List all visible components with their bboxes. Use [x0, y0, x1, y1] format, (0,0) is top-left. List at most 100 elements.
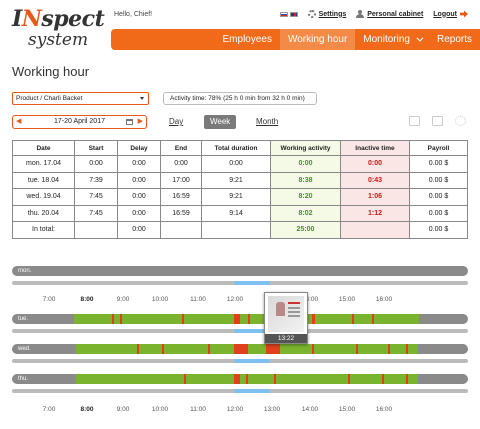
inactive-segment — [112, 314, 114, 324]
col-inactive-time: Inactive time — [340, 140, 410, 156]
timeline-scrub-wed[interactable] — [12, 359, 468, 363]
table-header-row: Date Start Delay End Total duration Work… — [12, 140, 468, 156]
uk-flag-icon[interactable] — [289, 11, 298, 17]
russian-flag-icon[interactable] — [279, 11, 288, 17]
tick-label: 7:00 — [42, 406, 56, 413]
inactive-segment — [312, 344, 314, 354]
selection-highlight — [234, 329, 270, 333]
view-month-tab[interactable]: Month — [256, 117, 279, 126]
tick-label: 14:00 — [301, 406, 319, 413]
nav-reports[interactable]: Reports — [436, 34, 472, 45]
tick-label: 14:00 — [301, 296, 319, 303]
tick-label: 15:00 — [338, 406, 356, 413]
timeline-scrub-tue[interactable] — [12, 329, 468, 333]
timeline-bar-thu[interactable]: thu. — [12, 374, 468, 384]
tick-label: 11:00 — [190, 406, 206, 413]
settings-link[interactable]: Settings — [307, 10, 346, 18]
top-links: Settings Personal cabinet Logout — [279, 10, 468, 18]
cell-payroll: 0.00 $ — [409, 204, 468, 222]
inactive-segment — [184, 374, 186, 384]
monitor-icon[interactable] — [432, 116, 443, 126]
col-end: End — [160, 140, 202, 156]
inactive-segment — [120, 314, 122, 324]
timeline-day-label: thu. — [18, 376, 29, 382]
screenshot-time: 13:22 — [265, 334, 307, 343]
cell-activity: 8:20 — [270, 188, 341, 206]
prev-week-arrow-icon[interactable]: ◀ — [16, 118, 22, 125]
date-range-picker[interactable]: ◀ 17-20 April 2017 ▶ — [12, 115, 147, 129]
inactive-segment — [248, 314, 250, 324]
table-row[interactable]: thu. 20.04 7:45 0:00 16:59 9:14 8:02 1:1… — [12, 204, 468, 222]
cell-total-activity: 25:00 — [270, 221, 341, 239]
next-week-arrow-icon[interactable]: ▶ — [137, 118, 143, 125]
tick-label: 16:00 — [375, 406, 393, 413]
tick-label: 15:00 — [338, 296, 356, 303]
nav-working-hour[interactable]: Working hour — [279, 29, 356, 50]
tick-label: 10:00 — [151, 296, 169, 303]
inactive-segment — [406, 344, 408, 354]
page-title: Working hour — [12, 64, 90, 79]
timeline-bar-wed[interactable]: wed. — [12, 344, 468, 354]
cell-total-label: In total: — [12, 221, 75, 239]
col-start: Start — [74, 140, 118, 156]
product-select[interactable]: Product / Charli Backet — [12, 92, 149, 105]
table-row[interactable]: mon. 17.04 0:00 0:00 0:00 0:00 0:00 0:00… — [12, 155, 468, 173]
logo-subtitle: system — [28, 30, 89, 50]
screenshots-icon[interactable] — [409, 116, 420, 126]
inactive-segment — [312, 314, 315, 324]
inactive-segment — [162, 344, 164, 354]
inactive-segment — [406, 374, 408, 384]
timeline-scrub-thu[interactable] — [12, 389, 468, 393]
timeline-bar-tue[interactable]: tue. — [12, 314, 468, 324]
tick-label: 12:00 — [226, 406, 244, 413]
time-axis-bottom: 7:00 8:00 9:00 10:00 11:00 12:00 13:00 1… — [12, 406, 468, 416]
date-range-label: 17-20 April 2017 — [54, 118, 105, 125]
cell-total-payroll: 0.00 $ — [409, 221, 468, 239]
working-hour-table: Date Start Delay End Total duration Work… — [12, 140, 468, 239]
calendar-icon[interactable] — [126, 119, 133, 125]
tick-label: 8:00 — [80, 406, 94, 413]
timeline-day-label: mon. — [18, 268, 32, 274]
timeline-scrub-mon[interactable] — [12, 281, 468, 285]
main-nav: Employees Working hour Monitoring Report… — [111, 29, 480, 50]
col-delay: Delay — [117, 140, 161, 156]
logout-link[interactable]: Logout — [433, 10, 468, 18]
settings-gear-icon[interactable] — [455, 116, 466, 126]
inactive-segment — [137, 344, 139, 354]
view-day-tab[interactable]: Day — [169, 117, 184, 126]
tick-label: 7:00 — [42, 296, 56, 303]
tick-label: 13:00 — [263, 406, 281, 413]
inactive-segment — [388, 344, 390, 354]
gear-icon — [307, 10, 316, 18]
tick-label: 8:00 — [80, 296, 94, 303]
cell-inactive: 1:12 — [340, 204, 410, 222]
selection-highlight — [234, 389, 270, 393]
inactive-segment — [382, 374, 384, 384]
selection-highlight — [234, 281, 270, 285]
nav-employees[interactable]: Employees — [222, 34, 272, 45]
inactive-segment — [208, 344, 210, 354]
cell-total-delay: 0:00 — [117, 221, 161, 239]
timeline-bar-mon[interactable]: mon. — [12, 266, 468, 276]
inactive-segment — [352, 314, 354, 324]
tick-label: 12:00 — [226, 296, 244, 303]
inactive-segment — [234, 344, 248, 354]
logo[interactable]: INspect system — [12, 6, 112, 50]
cell-inactive: 0:43 — [340, 171, 410, 189]
user-icon — [356, 10, 365, 18]
greeting: Hello, Chief! — [114, 11, 153, 18]
tick-label: 9:00 — [116, 406, 130, 413]
cell-inactive: 0:00 — [340, 155, 410, 173]
language-switcher — [279, 11, 298, 17]
inactive-segment — [246, 374, 248, 384]
personal-cabinet-link[interactable]: Personal cabinet — [356, 10, 423, 18]
time-axis: 7:00 8:00 9:00 10:00 11:00 12:00 13:00 1… — [12, 296, 468, 306]
tick-label: 9:00 — [116, 296, 130, 303]
inactive-segment — [348, 374, 350, 384]
nav-monitoring[interactable]: Monitoring — [355, 29, 429, 50]
inactive-segment — [234, 314, 240, 324]
activity-summary: Activity time: 78% (25 h 0 min from 32 h… — [163, 92, 317, 105]
table-total-row: In total: 0:00 25:00 0.00 $ — [12, 221, 468, 239]
view-week-tab[interactable]: Week — [204, 115, 237, 129]
screenshot-thumbnail[interactable]: 13:22 — [264, 292, 308, 344]
